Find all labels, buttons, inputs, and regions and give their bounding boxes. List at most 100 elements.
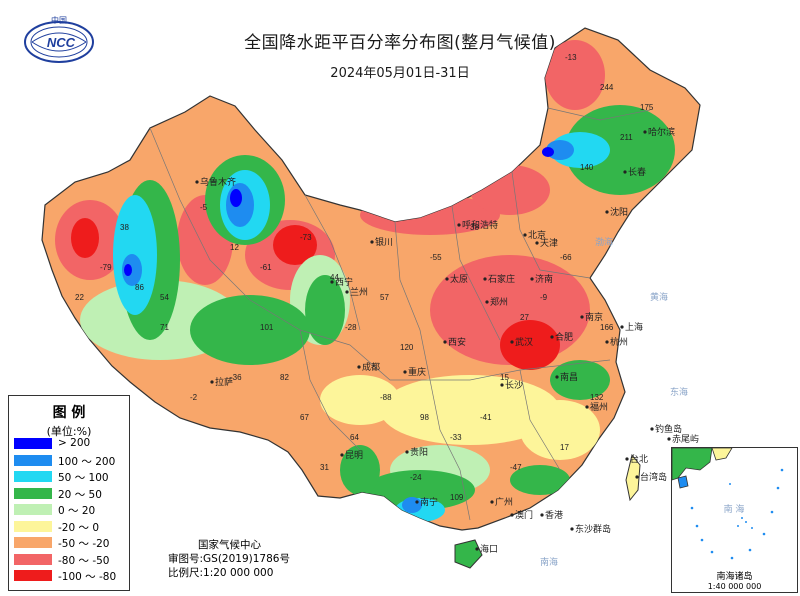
city-dot bbox=[443, 340, 447, 344]
legend-swatch bbox=[14, 570, 52, 581]
credit-center: 国家气候中心 bbox=[198, 539, 261, 551]
city-label: 澳门 bbox=[515, 509, 533, 521]
city-label: 呼和浩特 bbox=[462, 219, 498, 231]
legend-swatch bbox=[14, 454, 52, 466]
taiwan-island-shape bbox=[625, 453, 641, 502]
station-value: -41 bbox=[480, 413, 492, 422]
station-value: 38 bbox=[470, 223, 479, 232]
city-dot bbox=[620, 325, 624, 329]
city-dot bbox=[405, 450, 409, 454]
city-label: 长春 bbox=[628, 166, 646, 178]
city-dot bbox=[623, 170, 627, 174]
station-value: 166 bbox=[600, 323, 614, 332]
city-label: 重庆 bbox=[408, 366, 426, 378]
city-label: 杭州 bbox=[610, 336, 628, 348]
city-label: 成都 bbox=[362, 361, 380, 373]
credits-block: 国家气候中心 审图号:GS(2019)1786号 比例尺:1:20 000 00… bbox=[168, 538, 290, 580]
station-value: 175 bbox=[640, 103, 654, 112]
city-label: 合肥 bbox=[555, 331, 573, 343]
city-dot bbox=[483, 277, 487, 281]
station-value: 17 bbox=[560, 443, 569, 452]
city-dot bbox=[535, 241, 539, 245]
city-label: 北京 bbox=[528, 229, 546, 241]
city-dot bbox=[667, 437, 671, 441]
city-dot bbox=[330, 280, 334, 284]
station-value: 140 bbox=[580, 163, 594, 172]
inset-map: 南 海 bbox=[672, 448, 784, 560]
city-dot bbox=[345, 290, 349, 294]
station-value: -88 bbox=[380, 393, 392, 402]
city-dot bbox=[485, 300, 489, 304]
city-dot bbox=[530, 277, 534, 281]
station-value: 31 bbox=[320, 463, 329, 472]
city-dot bbox=[550, 335, 554, 339]
city-dot bbox=[643, 130, 647, 134]
inset-title: 南海诸岛 bbox=[716, 572, 753, 582]
station-value: -73 bbox=[300, 233, 312, 242]
station-value: 71 bbox=[160, 323, 169, 332]
city-label: 海口 bbox=[480, 543, 498, 555]
station-value: 64 bbox=[350, 433, 359, 442]
city-label: 福州 bbox=[590, 401, 608, 413]
ncc-logo-icon: 中国 NCC bbox=[24, 15, 94, 63]
station-value: 120 bbox=[400, 343, 414, 352]
credit-review-number: 审图号:GS(2019)1786号 bbox=[168, 553, 290, 565]
legend-item: 50 ～ 100 bbox=[14, 471, 126, 484]
city-dot bbox=[510, 513, 514, 517]
city-label: 赤尾屿 bbox=[672, 434, 699, 445]
city-dot bbox=[195, 180, 199, 184]
city-label: 兰州 bbox=[350, 286, 368, 298]
station-value: 86 bbox=[135, 283, 144, 292]
city-label: 上海 bbox=[625, 321, 643, 333]
legend-item: 100 ～ 200 bbox=[14, 454, 126, 468]
city-label: 东沙群岛 bbox=[575, 523, 611, 535]
legend-item: > 200 bbox=[14, 437, 126, 450]
inset-sea-label: 南 海 bbox=[724, 503, 745, 515]
city-dot bbox=[210, 380, 214, 384]
city-label: 沈阳 bbox=[610, 206, 628, 218]
city-label: 银川 bbox=[375, 236, 393, 248]
city-label: 拉萨 bbox=[215, 376, 233, 388]
legend-swatch bbox=[14, 520, 52, 532]
city-dot bbox=[625, 457, 629, 461]
legend-item: 0 ～ 20 bbox=[14, 504, 126, 517]
station-value: 15 bbox=[500, 373, 509, 382]
legend-title: 图 例 bbox=[52, 405, 86, 421]
legend-label: -20 ～ 0 bbox=[58, 521, 100, 534]
credit-scale: 比例尺:1:20 000 000 bbox=[168, 567, 274, 579]
city-label: 郑州 bbox=[490, 296, 508, 308]
city-label: 石家庄 bbox=[488, 273, 515, 285]
city-label: 南京 bbox=[585, 311, 603, 323]
city-dot bbox=[457, 223, 461, 227]
city-dot bbox=[510, 340, 514, 344]
city-dot bbox=[540, 513, 544, 517]
city-dot bbox=[357, 365, 361, 369]
legend-label: 50 ～ 100 bbox=[58, 472, 109, 484]
sea-label: 南海 bbox=[540, 556, 558, 568]
city-dot bbox=[635, 475, 639, 479]
city-dot bbox=[445, 277, 449, 281]
city-dot bbox=[585, 405, 589, 409]
legend-swatch bbox=[14, 438, 52, 449]
city-label: 贵阳 bbox=[410, 446, 428, 458]
station-value: 22 bbox=[75, 293, 84, 302]
city-label: 台北 bbox=[630, 453, 648, 465]
station-value: 109 bbox=[450, 493, 464, 502]
legend-swatch bbox=[14, 504, 52, 515]
city-label: 南宁 bbox=[420, 496, 438, 508]
station-value: 12 bbox=[230, 243, 239, 252]
city-dot bbox=[650, 427, 654, 431]
station-value: 101 bbox=[260, 323, 274, 332]
legend-item: -50 ～ -20 bbox=[14, 537, 126, 550]
city-label: 武汉 bbox=[515, 336, 533, 348]
city-dot bbox=[475, 547, 479, 551]
sea-label: 黄海 bbox=[650, 291, 668, 303]
city-label: 太原 bbox=[450, 273, 468, 285]
station-value: -2 bbox=[190, 393, 198, 402]
station-value: -5 bbox=[200, 203, 208, 212]
station-value: 244 bbox=[600, 83, 614, 92]
city-label: 香港 bbox=[545, 509, 563, 521]
